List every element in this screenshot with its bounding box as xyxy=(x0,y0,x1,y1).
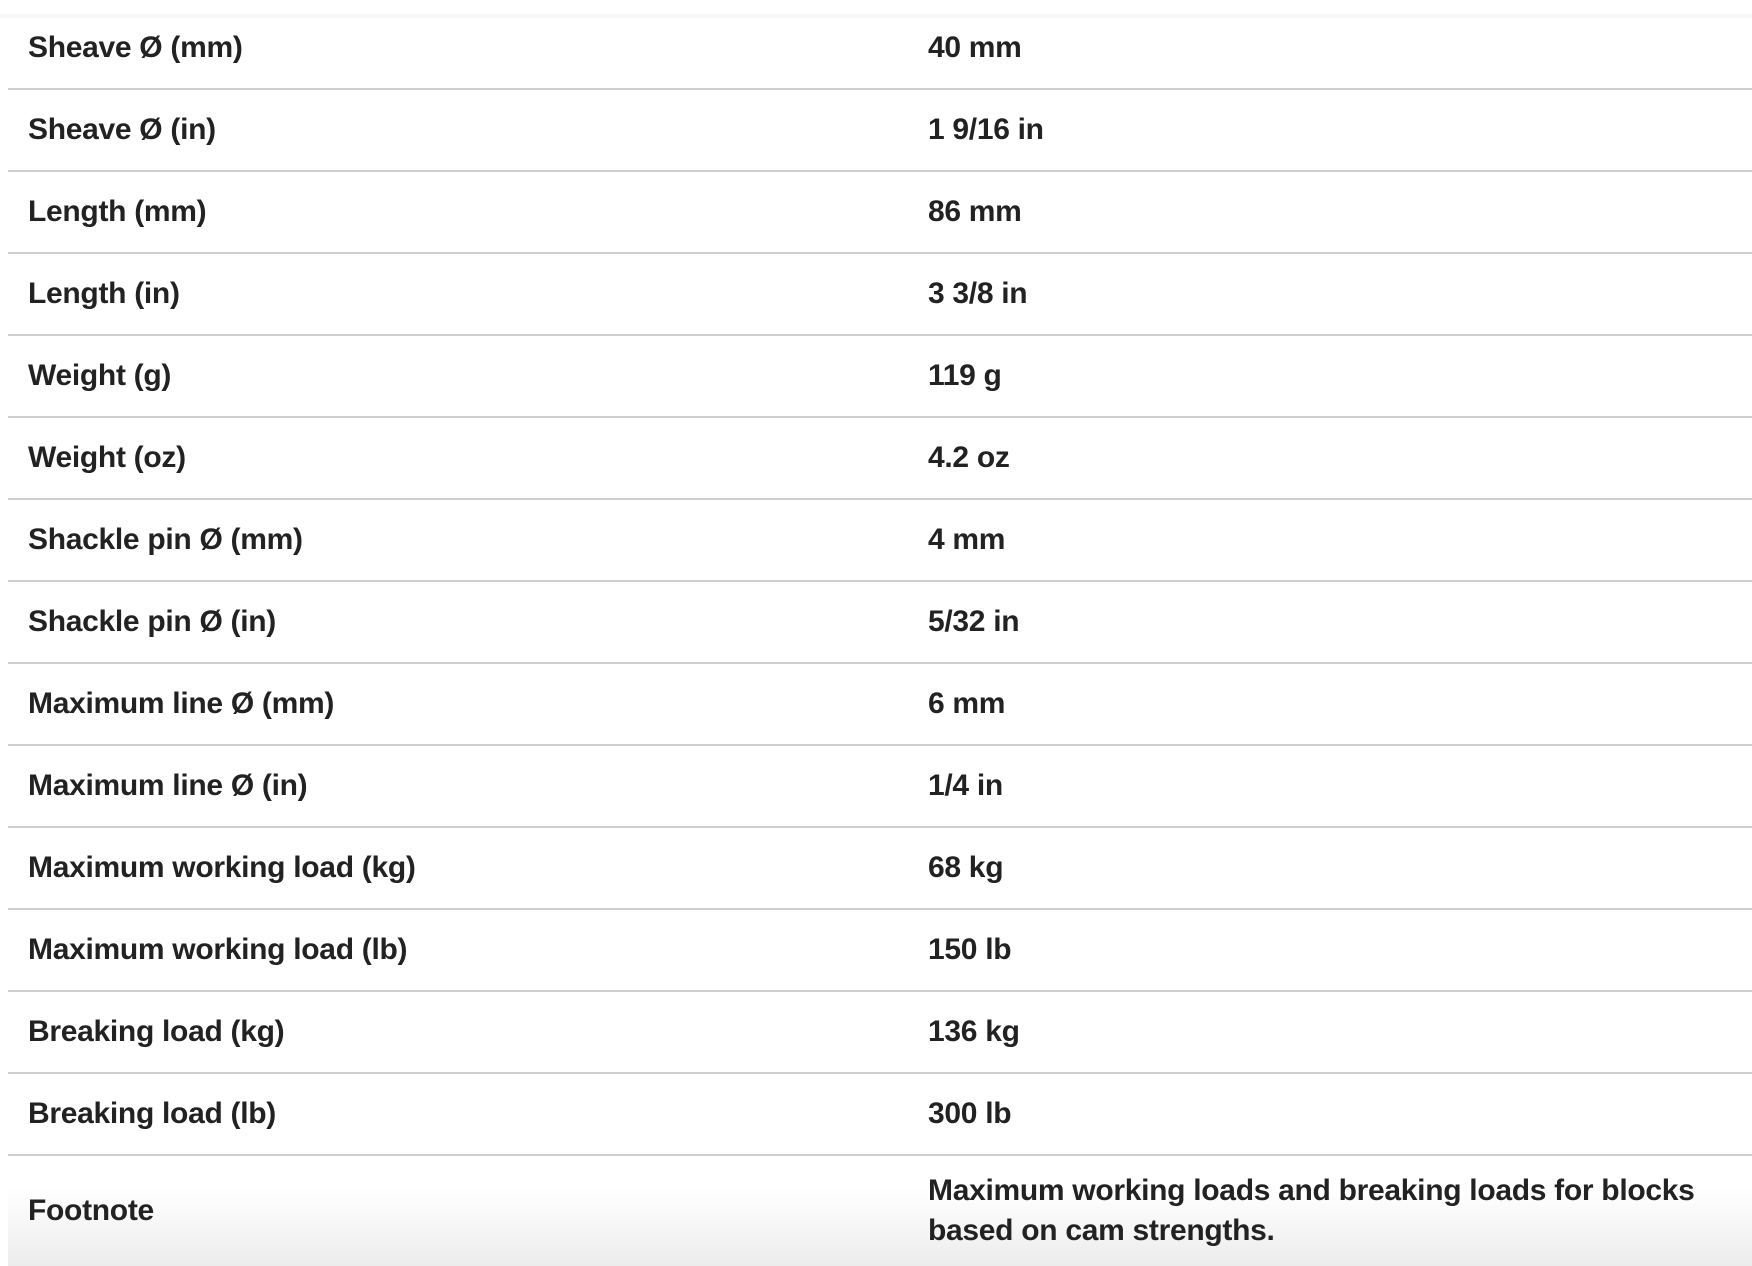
spec-value: 150 lb xyxy=(928,933,1012,966)
spec-label: Maximum line Ø (mm) xyxy=(28,687,335,720)
spec-value: 4.2 oz xyxy=(928,441,1010,474)
spec-label: Maximum working load (kg) xyxy=(28,851,416,884)
spec-value: 3 3/8 in xyxy=(928,277,1028,310)
spec-label: Weight (oz) xyxy=(28,441,186,474)
spec-row: Breaking load (kg) 136 kg xyxy=(8,992,1752,1074)
spec-table: Sheave Ø (mm) 40 mm Sheave Ø (in) 1 9/16 in… xyxy=(8,8,1752,1266)
spec-value: 119 g xyxy=(928,359,1002,392)
spec-label: Weight (g) xyxy=(28,359,172,392)
spec-row: Maximum working load (kg) 68 kg xyxy=(8,828,1752,910)
spec-value: 4 mm xyxy=(928,523,1006,556)
spec-row: Sheave Ø (in) 1 9/16 in xyxy=(8,90,1752,172)
footnote-text: Maximum working loads and breaking loads… xyxy=(928,1174,1695,1247)
footnote-label: Footnote xyxy=(28,1194,154,1227)
spec-label: Length (in) xyxy=(28,277,180,310)
spec-row: Maximum line Ø (mm) 6 mm xyxy=(8,664,1752,746)
top-shadow xyxy=(0,0,1752,18)
spec-value: 68 kg xyxy=(928,851,1004,884)
spec-row: Shackle pin Ø (mm) 4 mm xyxy=(8,500,1752,582)
spec-label: Shackle pin Ø (in) xyxy=(28,605,276,638)
spec-row: Weight (g) 119 g xyxy=(8,336,1752,418)
spec-value: 300 lb xyxy=(928,1097,1012,1130)
spec-row: Length (mm) 86 mm xyxy=(8,172,1752,254)
spec-value: 6 mm xyxy=(928,687,1006,720)
spec-label: Breaking load (kg) xyxy=(28,1015,285,1048)
spec-row: Breaking load (lb) 300 lb xyxy=(8,1074,1752,1156)
spec-label: Shackle pin Ø (mm) xyxy=(28,523,303,556)
spec-label: Sheave Ø (in) xyxy=(28,113,216,146)
spec-value: 40 mm xyxy=(928,31,1022,64)
spec-label: Sheave Ø (mm) xyxy=(28,31,243,64)
spec-row: Length (in) 3 3/8 in xyxy=(8,254,1752,336)
spec-row: Weight (oz) 4.2 oz xyxy=(8,418,1752,500)
spec-value: 136 kg xyxy=(928,1015,1020,1048)
spec-row: Shackle pin Ø (in) 5/32 in xyxy=(8,582,1752,664)
footnote-row: Footnote Maximum working loads and breaki… xyxy=(8,1156,1752,1266)
spec-row: Sheave Ø (mm) 40 mm xyxy=(8,8,1752,90)
spec-label: Maximum line Ø (in) xyxy=(28,769,308,802)
spec-value: 1 9/16 in xyxy=(928,113,1044,146)
spec-value: 1/4 in xyxy=(928,769,1003,802)
spec-row: Maximum line Ø (in) 1/4 in xyxy=(8,746,1752,828)
spec-label: Maximum working load (lb) xyxy=(28,933,408,966)
spec-label: Breaking load (lb) xyxy=(28,1097,276,1130)
spec-value: 5/32 in xyxy=(928,605,1020,638)
spec-label: Length (mm) xyxy=(28,195,207,228)
spec-row: Maximum working load (lb) 150 lb xyxy=(8,910,1752,992)
spec-value: 86 mm xyxy=(928,195,1022,228)
